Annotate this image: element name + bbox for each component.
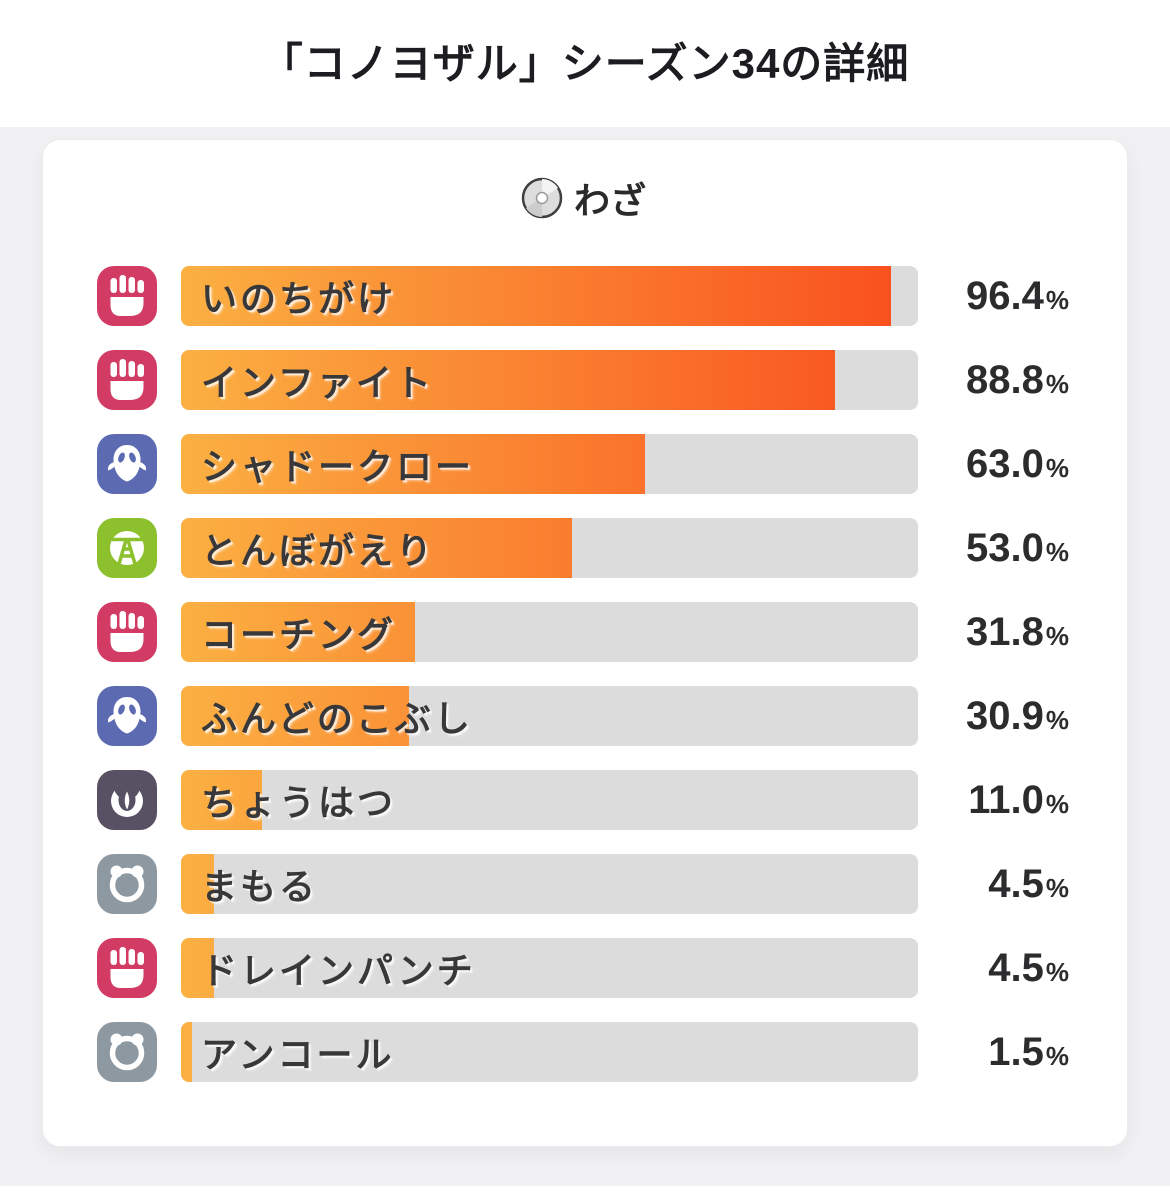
move-usage-chart: いのちがけ 96.4% インファイト 88.8% — [97, 266, 1069, 1082]
move-name: シャドークロー — [201, 446, 475, 487]
usage-bar-fill — [181, 1022, 193, 1082]
usage-bar-fill — [181, 770, 263, 830]
moves-card: わざ いのちがけ 96.4% — [42, 139, 1128, 1147]
move-name: コーチング — [201, 614, 397, 655]
usage-percent: 88.8% — [966, 357, 1069, 402]
usage-bar-fill — [181, 854, 215, 914]
move-name: ちょうはつ — [201, 782, 397, 823]
usage-percent: 63.0% — [966, 441, 1069, 486]
usage-percent: 31.8% — [966, 609, 1069, 654]
dark-type-icon — [97, 770, 157, 830]
move-row: ドレインパンチ 4.5% — [97, 938, 1069, 998]
fighting-type-icon — [97, 350, 157, 410]
usage-bar-fill — [181, 602, 416, 662]
ghost-type-icon — [97, 434, 157, 494]
usage-percent: 11.0% — [968, 777, 1069, 822]
usage-bar: とんぼがえり — [181, 518, 918, 578]
ghost-type-icon — [97, 686, 157, 746]
page-title: 「コノヨザル」シーズン34の詳細 — [260, 40, 910, 87]
bug-type-icon — [97, 518, 157, 578]
move-row: ふんどのこぶし 30.9% — [97, 686, 1069, 746]
move-row: シャドークロー 63.0% — [97, 434, 1069, 494]
tm-disc-icon — [520, 176, 564, 220]
move-name: ドレインパンチ — [201, 950, 476, 991]
move-name: インファイト — [201, 362, 434, 403]
usage-bar-fill — [181, 518, 572, 578]
move-row: とんぼがえり 53.0% — [97, 518, 1069, 578]
fighting-type-icon — [97, 266, 157, 326]
usage-bar: インファイト — [181, 350, 918, 410]
usage-bar: ちょうはつ — [181, 770, 918, 830]
usage-bar: まもる — [181, 854, 918, 914]
fighting-type-icon — [97, 602, 157, 662]
move-row: アンコール 1.5% — [97, 1022, 1069, 1082]
move-row: ちょうはつ 11.0% — [97, 770, 1069, 830]
page-body: わざ いのちがけ 96.4% — [0, 127, 1170, 1186]
section-title: わざ — [573, 180, 646, 221]
normal-type-icon — [97, 854, 157, 914]
move-name: アンコール — [201, 1034, 395, 1075]
move-row: インファイト 88.8% — [97, 350, 1069, 410]
usage-bar: シャドークロー — [181, 434, 918, 494]
usage-percent: 53.0% — [966, 525, 1069, 570]
usage-percent: 96.4% — [966, 273, 1069, 318]
usage-bar: ふんどのこぶし — [181, 686, 918, 746]
usage-bar: アンコール — [181, 1022, 918, 1082]
move-name: まもる — [201, 866, 319, 907]
usage-percent: 1.5% — [988, 1029, 1069, 1074]
usage-bar-fill — [181, 434, 646, 494]
usage-bar: ドレインパンチ — [181, 938, 918, 998]
usage-percent: 4.5% — [988, 861, 1069, 906]
section-header: わざ — [97, 172, 1069, 224]
move-name: ふんどのこぶし — [201, 698, 473, 739]
usage-percent: 4.5% — [988, 945, 1069, 990]
move-row: コーチング 31.8% — [97, 602, 1069, 662]
move-row: まもる 4.5% — [97, 854, 1069, 914]
move-row: いのちがけ 96.4% — [97, 266, 1069, 326]
usage-bar-fill — [181, 350, 836, 410]
fighting-type-icon — [97, 938, 157, 998]
usage-bar-fill — [181, 686, 409, 746]
normal-type-icon — [97, 1022, 157, 1082]
usage-bar: いのちがけ — [181, 266, 918, 326]
move-name: いのちがけ — [201, 278, 397, 319]
usage-bar-fill — [181, 266, 892, 326]
usage-percent: 30.9% — [966, 693, 1069, 738]
usage-bar: コーチング — [181, 602, 918, 662]
usage-bar-fill — [181, 938, 215, 998]
move-name: とんぼがえり — [201, 530, 436, 571]
